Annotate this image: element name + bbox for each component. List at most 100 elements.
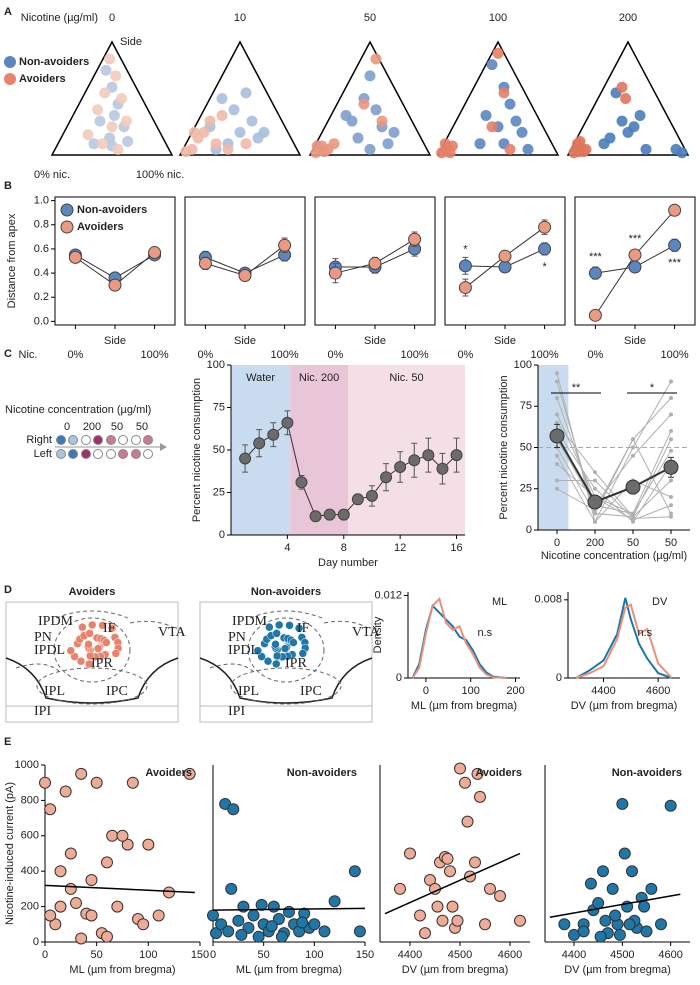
recorded-cell bbox=[272, 629, 281, 638]
y-tick-label: 200 bbox=[21, 901, 39, 913]
point bbox=[404, 847, 416, 860]
point bbox=[676, 147, 688, 159]
point bbox=[328, 138, 340, 150]
individual-point bbox=[555, 420, 559, 425]
point bbox=[44, 909, 57, 922]
point bbox=[598, 138, 610, 150]
recorded-cell bbox=[84, 640, 93, 649]
point bbox=[584, 877, 597, 890]
x-tick-label: 0 bbox=[423, 685, 429, 697]
point bbox=[441, 852, 454, 865]
y-axis-title: Distance from apex bbox=[6, 213, 18, 308]
concentration-label: 200 bbox=[83, 421, 101, 433]
plot-title: Non-avoiders bbox=[287, 767, 357, 779]
point bbox=[183, 767, 196, 780]
plot-title: Avoiders bbox=[475, 767, 522, 779]
x-tick-label: 100 bbox=[139, 949, 157, 961]
x-tick-label: 4400 bbox=[398, 949, 422, 961]
x-tick-label: 16 bbox=[450, 542, 462, 554]
point bbox=[100, 64, 112, 76]
point bbox=[638, 900, 651, 913]
point bbox=[137, 918, 150, 931]
region-label: IF bbox=[103, 621, 116, 636]
point bbox=[126, 776, 139, 789]
point bbox=[484, 882, 496, 895]
triangle bbox=[178, 40, 302, 156]
point bbox=[163, 886, 175, 899]
recorded-cell bbox=[265, 622, 274, 632]
individual-point bbox=[593, 511, 597, 516]
individual-line bbox=[557, 480, 672, 519]
point bbox=[108, 109, 120, 121]
point bbox=[446, 140, 458, 152]
individual-point bbox=[555, 412, 559, 417]
x-tick-label: 0 bbox=[210, 949, 216, 961]
point bbox=[486, 121, 498, 133]
point bbox=[222, 925, 235, 938]
arrow-head bbox=[160, 443, 167, 451]
x-axis-title: ML (µm from bregma) bbox=[411, 700, 517, 712]
point bbox=[275, 930, 288, 943]
individual-point bbox=[631, 437, 635, 442]
region bbox=[290, 365, 348, 535]
point bbox=[436, 462, 449, 475]
annotation: *** bbox=[629, 233, 643, 245]
y-tick-label: 100 bbox=[514, 359, 532, 371]
fit-line bbox=[212, 907, 366, 911]
legend-label: Avoiders bbox=[77, 221, 124, 233]
point bbox=[255, 898, 268, 911]
bottle bbox=[106, 435, 116, 445]
recorded-cell bbox=[107, 623, 117, 633]
recorded-cell bbox=[280, 644, 290, 653]
point bbox=[504, 98, 516, 110]
bottle bbox=[56, 449, 66, 459]
point bbox=[577, 925, 590, 938]
point bbox=[538, 242, 552, 256]
y-tick-label: 50 bbox=[213, 444, 225, 456]
mean-point bbox=[549, 428, 565, 444]
point bbox=[436, 147, 448, 159]
point bbox=[70, 897, 82, 910]
concentration-label: 50 bbox=[136, 421, 148, 433]
point bbox=[538, 220, 552, 234]
x-axis-title: DV (µm from bregma) bbox=[402, 964, 509, 976]
point bbox=[419, 927, 431, 940]
fit-line bbox=[44, 884, 195, 894]
x-tick-label: 100% bbox=[661, 349, 689, 361]
recorded-cell bbox=[289, 638, 298, 647]
point bbox=[382, 138, 394, 150]
point bbox=[258, 126, 270, 138]
bottle bbox=[81, 449, 91, 459]
y-tick-label: 75 bbox=[213, 401, 225, 413]
region-label: IPL bbox=[44, 684, 65, 699]
region-label: IPDL bbox=[228, 643, 259, 658]
fit-line bbox=[384, 852, 521, 915]
point bbox=[246, 115, 258, 127]
y-tick-label: 600 bbox=[21, 830, 39, 842]
individual-point bbox=[555, 396, 559, 400]
y-tick-label: 0 bbox=[556, 672, 562, 684]
point bbox=[59, 785, 72, 798]
x-tick-label: Side bbox=[494, 335, 516, 347]
point bbox=[594, 930, 607, 943]
plot-title: Avoiders bbox=[145, 767, 192, 779]
point bbox=[668, 203, 682, 217]
point bbox=[471, 767, 484, 780]
individual-point bbox=[669, 495, 673, 499]
protocol-title: Nicotine concentration (µg/ml) bbox=[5, 404, 151, 416]
x-axis-title: ML (µm from bregma) bbox=[236, 964, 342, 976]
recorded-cell bbox=[271, 640, 280, 649]
point bbox=[54, 865, 67, 878]
point bbox=[592, 897, 605, 910]
point bbox=[454, 762, 466, 775]
y-tick-label: 400 bbox=[21, 865, 39, 877]
point bbox=[112, 143, 124, 155]
y-tick-label: 0 bbox=[33, 936, 39, 948]
y-axis-title: Percent nicotine consumption bbox=[498, 375, 510, 519]
y-tick-label: 0.2 bbox=[34, 291, 49, 303]
recorded-cell bbox=[85, 629, 94, 638]
individual-point bbox=[555, 379, 559, 384]
x-tick-label: 50 bbox=[665, 537, 677, 549]
point bbox=[225, 882, 238, 895]
